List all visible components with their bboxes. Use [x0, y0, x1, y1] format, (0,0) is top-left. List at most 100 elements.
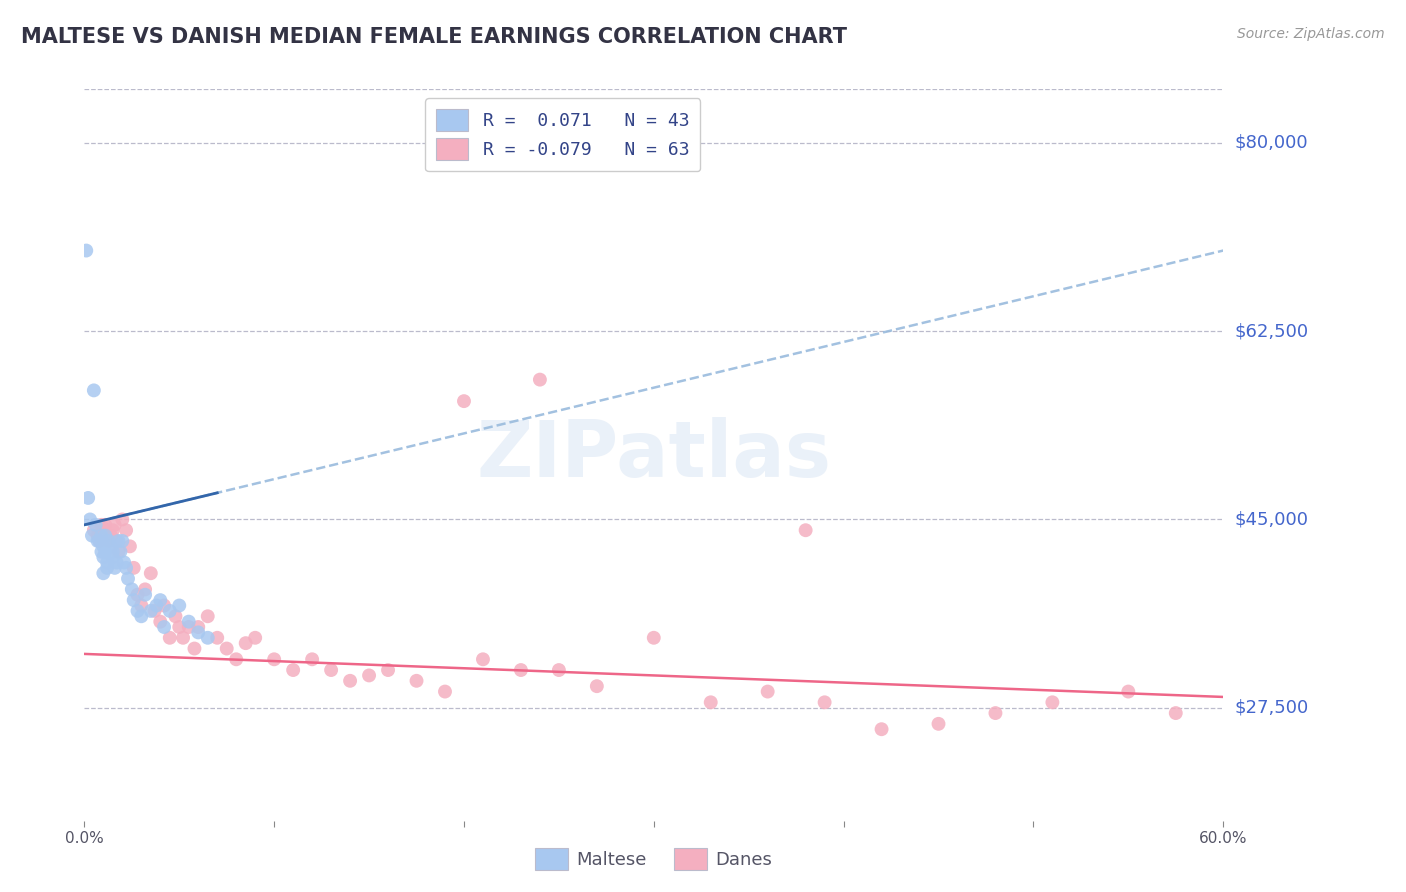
Point: [529, 373, 551, 387]
Point: [101, 550, 124, 565]
Point: [756, 684, 779, 698]
Point: [700, 695, 723, 709]
Point: [121, 582, 143, 597]
Point: [86, 528, 108, 542]
Text: $45,000: $45,000: [1234, 510, 1309, 528]
Point: [94, 545, 117, 559]
Point: [86, 533, 108, 548]
Point: [111, 512, 134, 526]
Point: [131, 599, 153, 613]
Point: [187, 620, 209, 634]
Point: [197, 631, 219, 645]
Point: [139, 604, 162, 618]
Point: [93, 523, 115, 537]
Point: [149, 615, 172, 629]
Point: [453, 394, 475, 409]
Point: [177, 620, 200, 634]
Point: [94, 517, 117, 532]
Point: [1118, 684, 1140, 698]
Point: [643, 631, 665, 645]
Text: $62,500: $62,500: [1234, 322, 1309, 340]
Point: [169, 599, 191, 613]
Point: [100, 539, 122, 553]
Point: [122, 561, 145, 575]
Point: [115, 523, 138, 537]
Point: [75, 244, 97, 258]
Point: [112, 556, 135, 570]
Point: [548, 663, 571, 677]
Point: [105, 556, 128, 570]
Point: [94, 528, 117, 542]
Point: [90, 517, 112, 532]
Point: [814, 695, 837, 709]
Point: [263, 652, 285, 666]
Point: [105, 533, 128, 548]
Point: [187, 625, 209, 640]
Point: [215, 641, 238, 656]
Point: [245, 631, 267, 645]
Point: [301, 652, 323, 666]
Point: [122, 593, 145, 607]
Point: [93, 539, 115, 553]
Point: [93, 566, 115, 581]
Point: [84, 517, 107, 532]
Point: [98, 533, 121, 548]
Point: [127, 588, 149, 602]
Point: [172, 631, 194, 645]
Point: [111, 533, 134, 548]
Point: [90, 528, 112, 542]
Point: [96, 528, 118, 542]
Point: [79, 512, 101, 526]
Point: [90, 545, 112, 559]
Point: [104, 517, 127, 532]
Point: [83, 523, 105, 537]
Point: [77, 491, 100, 505]
Point: [339, 673, 361, 688]
Point: [870, 723, 893, 737]
Point: [794, 523, 817, 537]
Point: [586, 679, 609, 693]
Point: [359, 668, 381, 682]
Point: [139, 566, 162, 581]
Point: [472, 652, 495, 666]
Point: [89, 533, 111, 548]
Point: [169, 620, 191, 634]
Point: [134, 582, 156, 597]
Point: [283, 663, 305, 677]
Point: [117, 572, 139, 586]
Point: [107, 533, 129, 548]
Point: [100, 528, 122, 542]
Point: [143, 604, 166, 618]
Point: [197, 609, 219, 624]
Text: $27,500: $27,500: [1234, 698, 1309, 716]
Point: [1042, 695, 1064, 709]
Y-axis label: Median Female Earnings: Median Female Earnings: [0, 361, 7, 549]
Text: MALTESE VS DANISH MEDIAN FEMALE EARNINGS CORRELATION CHART: MALTESE VS DANISH MEDIAN FEMALE EARNINGS…: [21, 27, 846, 46]
Point: [96, 556, 118, 570]
Point: [183, 641, 205, 656]
Point: [177, 615, 200, 629]
Point: [101, 545, 124, 559]
Legend: Maltese, Danes: Maltese, Danes: [527, 841, 780, 878]
Point: [110, 545, 132, 559]
Point: [118, 539, 141, 553]
Text: $80,000: $80,000: [1234, 134, 1308, 152]
Point: [107, 545, 129, 559]
Point: [153, 620, 176, 634]
Point: [928, 716, 950, 731]
Point: [83, 384, 105, 398]
Point: [165, 609, 187, 624]
Point: [89, 533, 111, 548]
Point: [131, 609, 153, 624]
Point: [377, 663, 399, 677]
Point: [984, 706, 1007, 720]
Point: [405, 673, 427, 688]
Point: [127, 604, 149, 618]
Point: [225, 652, 247, 666]
Point: [98, 533, 121, 548]
Text: Source: ZipAtlas.com: Source: ZipAtlas.com: [1237, 27, 1385, 41]
Point: [115, 561, 138, 575]
Point: [321, 663, 343, 677]
Point: [104, 561, 127, 575]
Point: [134, 588, 156, 602]
